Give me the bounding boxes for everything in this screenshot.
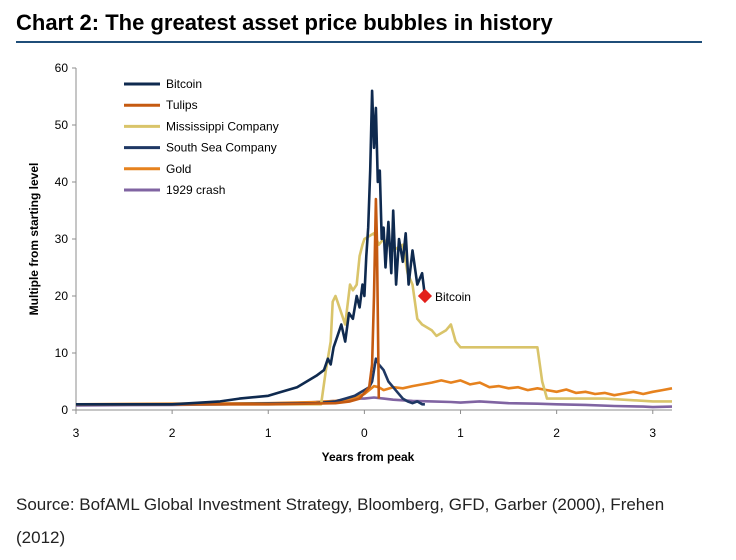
title-rule [16,41,702,43]
legend-label: Tulips [166,98,198,112]
y-tick-label: 40 [55,175,69,189]
x-tick-label: 3 [649,426,656,440]
series-line-gold [75,379,673,406]
legend-label: Bitcoin [166,77,202,91]
chart-title: Chart 2: The greatest asset price bubble… [16,10,553,35]
legend-label: Gold [166,162,191,176]
annotation-label: Bitcoin [435,290,471,304]
y-tick-label: 60 [55,61,69,75]
source-note: Source: BofAML Global Investment Strateg… [16,495,665,547]
annotation-marker [417,288,433,304]
y-tick-label: 0 [61,403,68,417]
y-tick-label: 20 [55,289,69,303]
x-tick-label: 1 [265,426,272,440]
legend-label: Mississippi Company [166,119,279,133]
series-line-bitcoin [76,89,427,406]
x-axis-label: Years from peak [322,450,415,464]
y-tick-label: 30 [55,232,69,246]
y-tick-label: 10 [55,346,69,360]
x-tick-label: 2 [169,426,176,440]
series-line-south-sea-company [76,357,425,406]
x-tick-label: 2 [553,426,560,440]
series-line-tulips [76,197,381,406]
y-tick-label: 50 [55,118,69,132]
legend-label: South Sea Company [166,141,277,155]
legend-label: 1929 crash [166,183,225,197]
x-tick-label: 3 [73,426,80,440]
x-tick-label: 0 [361,426,368,440]
x-tick-label: 1 [457,426,464,440]
y-axis-label: Multiple from starting level [27,163,41,316]
